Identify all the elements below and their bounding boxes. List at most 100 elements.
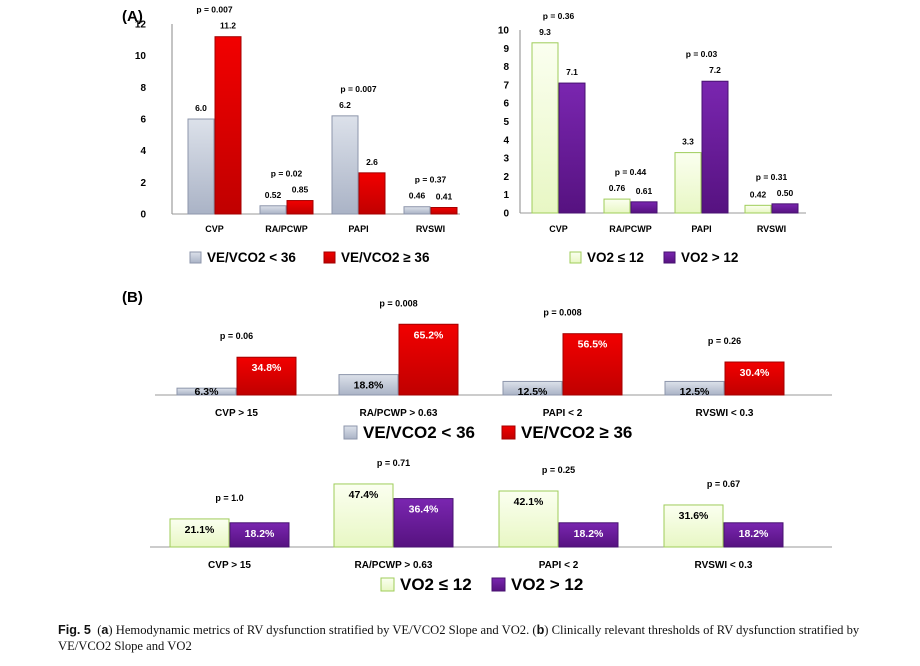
figure-caption: Fig. 5 (a) Hemodynamic metrics of RV dys… bbox=[58, 623, 860, 653]
data-label: 0.41 bbox=[436, 192, 453, 202]
legend-label: VO2 ≤ 12 bbox=[400, 575, 472, 594]
panel-label-a: (A) bbox=[122, 8, 143, 25]
legend-label: VO2 > 12 bbox=[681, 250, 738, 265]
bar bbox=[176, 387, 237, 396]
data-label: 47.4% bbox=[349, 489, 379, 501]
p-value-label: p = 0.25 bbox=[542, 465, 575, 475]
x-tick-label: RVSWI bbox=[416, 224, 445, 234]
bar bbox=[558, 82, 586, 214]
y-tick-label: 2 bbox=[140, 178, 146, 189]
x-tick-label: RA/PCWP bbox=[265, 224, 308, 234]
p-value-label: p = 0.26 bbox=[708, 336, 741, 346]
bar bbox=[723, 522, 784, 548]
bar bbox=[403, 206, 431, 215]
legend-swatch bbox=[569, 251, 582, 264]
bar bbox=[630, 201, 658, 214]
data-label: 3.3 bbox=[682, 137, 694, 147]
x-tick-label: PAPI bbox=[691, 224, 711, 234]
data-label: 18.8% bbox=[354, 380, 384, 392]
legend-label: VE/VCO2 ≥ 36 bbox=[341, 250, 430, 265]
x-tick-label: RVSWI < 0.3 bbox=[696, 408, 754, 419]
legend-label: VE/VCO2 < 36 bbox=[363, 423, 475, 442]
chart-b2: 21.1% 18.2% p = 1.0 CVP > 15 47.4% 36.4% p = 0… bbox=[150, 458, 832, 594]
x-tick-label: RVSWI bbox=[757, 224, 786, 234]
bar bbox=[259, 205, 287, 215]
legend-swatch bbox=[491, 577, 506, 592]
y-tick-label: 8 bbox=[503, 62, 509, 73]
bar bbox=[531, 42, 559, 214]
y-tick-label: 7 bbox=[503, 80, 509, 91]
chart-a2: 0 1 2 3 4 5 6 7 8 9 10 9.3 7.1 p = 0.36 CVP 0.76 0.61 p =… bbox=[498, 11, 806, 265]
bar bbox=[338, 374, 399, 396]
bar bbox=[393, 498, 454, 548]
data-label: 0.50 bbox=[777, 188, 794, 198]
data-label: 6.0 bbox=[195, 103, 207, 113]
x-tick-label: CVP > 15 bbox=[208, 560, 251, 571]
bar bbox=[498, 490, 559, 548]
bar bbox=[214, 36, 242, 215]
p-value-label: p = 0.37 bbox=[415, 175, 447, 185]
bar bbox=[724, 361, 785, 396]
y-tick-label: 2 bbox=[503, 172, 509, 183]
legend-swatch bbox=[189, 251, 202, 264]
y-tick-label: 9 bbox=[503, 44, 509, 55]
bar bbox=[771, 203, 799, 214]
legend-label: VE/VCO2 < 36 bbox=[207, 250, 296, 265]
bar bbox=[701, 80, 729, 214]
data-label: 6.2 bbox=[339, 100, 351, 110]
legend-swatch bbox=[343, 425, 358, 440]
data-label: 31.6% bbox=[679, 510, 709, 522]
bar bbox=[169, 518, 230, 548]
y-tick-label: 10 bbox=[135, 51, 147, 62]
p-value-label: p = 0.008 bbox=[543, 308, 581, 318]
bar bbox=[562, 333, 623, 396]
data-label: 7.2 bbox=[709, 65, 721, 75]
data-label: 0.52 bbox=[265, 190, 282, 200]
bar bbox=[603, 198, 631, 214]
bar bbox=[358, 172, 386, 215]
data-label: 65.2% bbox=[414, 329, 444, 341]
p-value-label: p = 0.008 bbox=[379, 298, 417, 308]
y-tick-label: 3 bbox=[503, 154, 509, 165]
y-tick-label: 6 bbox=[503, 99, 509, 110]
x-tick-label: PAPI < 2 bbox=[543, 408, 583, 419]
bar bbox=[558, 522, 619, 548]
y-tick-label: 4 bbox=[140, 146, 146, 157]
data-label: 30.4% bbox=[740, 367, 770, 379]
chart-a1: 0 2 4 6 8 10 12 6.0 11.2 p = 0.007 CVP 0.52 0.85 p = … bbox=[135, 5, 460, 265]
y-tick-label: 10 bbox=[498, 26, 510, 37]
caption-part-b-text: Clinically relevant thresholds of RV dys… bbox=[58, 623, 860, 653]
caption-fig-label: Fig. 5 bbox=[58, 623, 91, 637]
y-tick-label: 6 bbox=[140, 115, 146, 126]
bar bbox=[236, 356, 297, 396]
data-label: 9.3 bbox=[539, 27, 551, 37]
data-label: 6.3% bbox=[195, 386, 220, 398]
p-value-label: p = 0.44 bbox=[615, 167, 647, 177]
caption-part-a-text: Hemodynamic metrics of RV dysfunction st… bbox=[115, 623, 530, 637]
data-label: 12.5% bbox=[680, 386, 710, 398]
data-label: 18.2% bbox=[574, 528, 604, 540]
y-tick-label: 1 bbox=[503, 190, 509, 201]
data-label: 42.1% bbox=[514, 496, 544, 508]
p-value-label: p = 0.71 bbox=[377, 458, 410, 468]
data-label: 34.8% bbox=[252, 362, 282, 374]
data-label: 36.4% bbox=[409, 504, 439, 516]
x-tick-label: CVP bbox=[205, 224, 224, 234]
p-value-label: p = 0.02 bbox=[271, 169, 303, 179]
y-tick-label: 0 bbox=[503, 209, 509, 220]
x-tick-label: CVP > 15 bbox=[215, 408, 258, 419]
bar bbox=[744, 204, 772, 214]
p-value-label: p = 0.007 bbox=[196, 5, 232, 15]
legend-swatch bbox=[323, 251, 336, 264]
legend-label: VO2 > 12 bbox=[511, 575, 583, 594]
p-value-label: p = 0.03 bbox=[686, 49, 718, 59]
caption-part-a-letter: a bbox=[101, 623, 109, 637]
p-value-label: p = 0.31 bbox=[756, 172, 788, 182]
p-value-label: p = 0.007 bbox=[340, 84, 376, 94]
bar bbox=[663, 504, 724, 548]
p-value-label: p = 0.67 bbox=[707, 479, 740, 489]
x-tick-label: RVSWI < 0.3 bbox=[695, 560, 753, 571]
bar bbox=[664, 380, 725, 396]
legend-swatch bbox=[380, 577, 395, 592]
y-tick-label: 12 bbox=[135, 20, 147, 31]
